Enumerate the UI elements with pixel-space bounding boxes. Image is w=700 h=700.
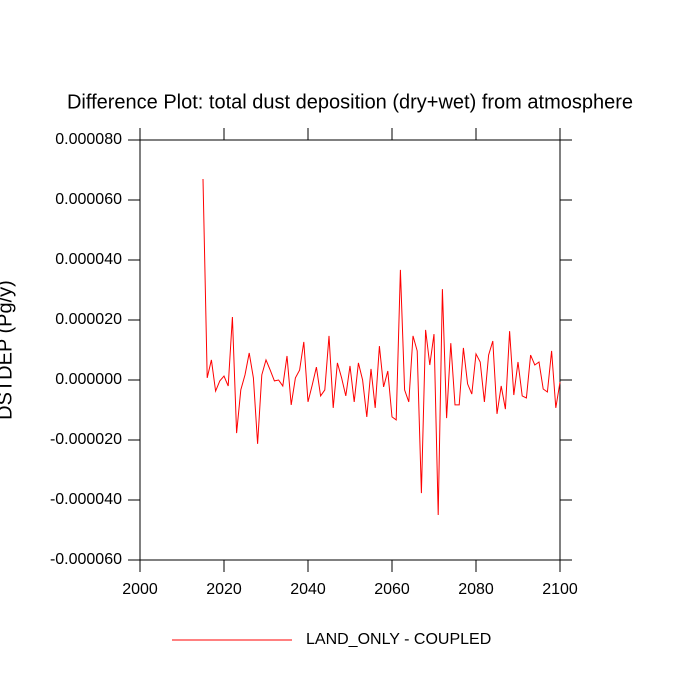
y-tick-label: 0.000080	[55, 131, 122, 148]
x-tick-label: 2060	[374, 581, 410, 598]
x-tick-label: 2100	[542, 581, 578, 598]
y-tick-label: 0.000060	[55, 191, 122, 208]
y-tick-label: 0.000020	[55, 311, 122, 328]
y-tick-label: -0.000040	[50, 491, 122, 508]
y-tick-label: 0.000040	[55, 251, 122, 268]
y-tick-label: 0.000000	[55, 371, 122, 388]
plot-frame	[139, 139, 561, 561]
x-tick-label: 2000	[122, 581, 158, 598]
legend-label: LAND_ONLY - COUPLED	[306, 631, 491, 648]
x-tick-label: 2080	[458, 581, 494, 598]
y-tick-label: -0.000060	[50, 551, 122, 568]
y-axis-label: DSTDEP (Pg/y)	[0, 280, 16, 420]
data-line	[202, 178, 561, 516]
x-tick-label: 2040	[290, 581, 326, 598]
y-tick-label: -0.000020	[50, 431, 122, 448]
x-tick-label: 2020	[206, 581, 242, 598]
chart-title: Difference Plot: total dust deposition (…	[67, 91, 633, 113]
